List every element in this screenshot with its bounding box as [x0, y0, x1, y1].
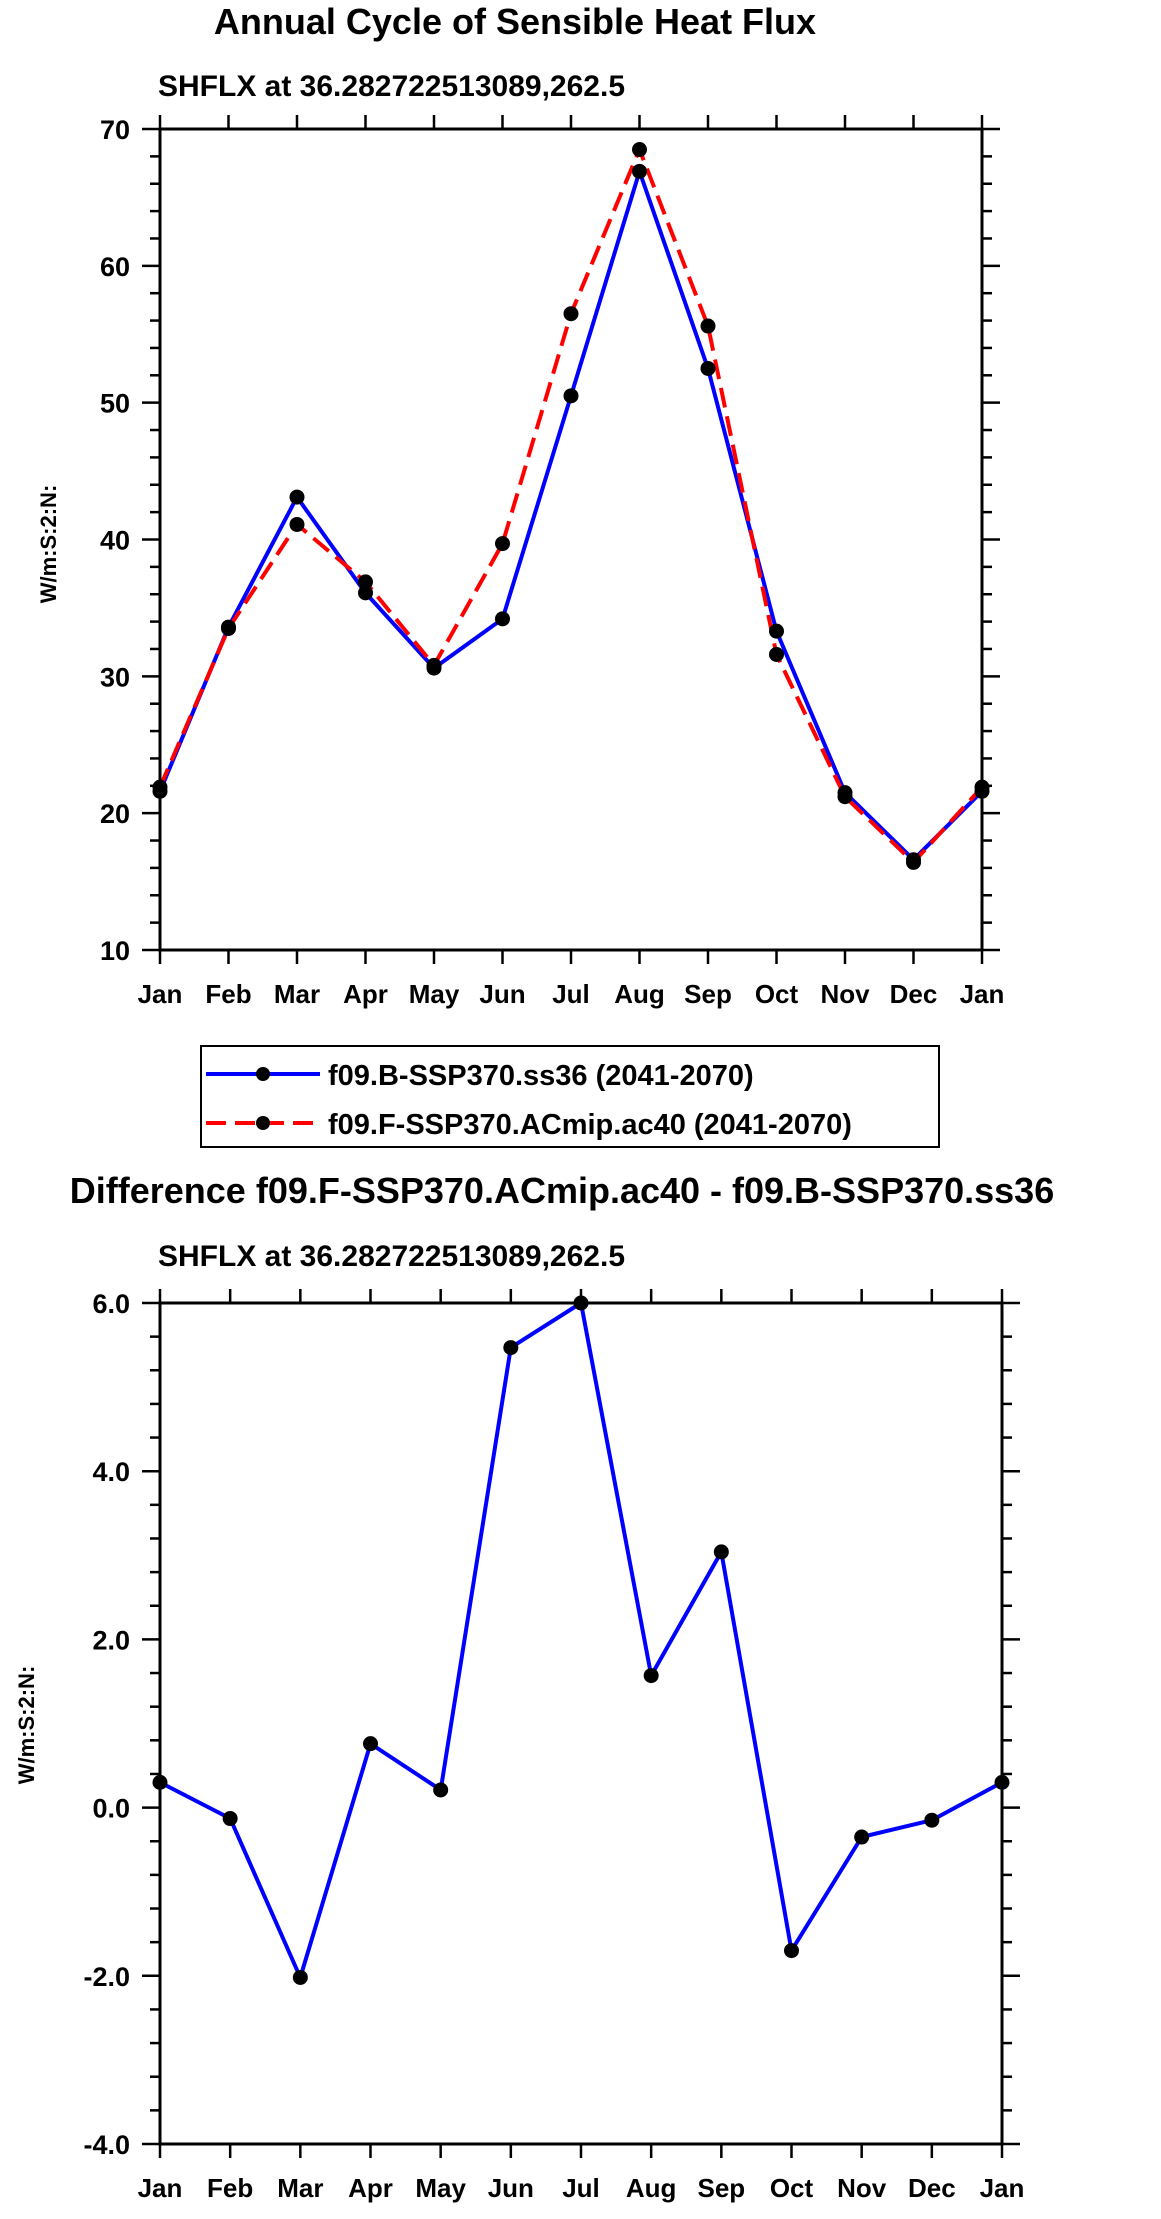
x-tick-label: Aug [626, 2173, 677, 2203]
y-tick-label: 40 [100, 526, 130, 556]
x-tick-label: Apr [348, 2173, 393, 2203]
series-2-point-2 [221, 620, 236, 636]
series-1-point-10 [784, 1943, 799, 1959]
series-1-point-8 [632, 163, 647, 179]
chart2-subtitle: SHFLX at 36.282722513089,262.5 [158, 1240, 625, 1273]
x-tick-label: Dec [890, 979, 938, 1009]
x-tick-label: Jun [488, 2173, 534, 2203]
series-1-point-5 [433, 1782, 449, 1798]
x-tick-label: Nov [837, 2173, 887, 2203]
series-1-point-2 [222, 1811, 238, 1827]
y-tick-label: 20 [100, 799, 130, 829]
x-tick-label: Feb [207, 2173, 253, 2203]
y-tick-label: 0.0 [92, 1794, 130, 1824]
series-2-point-11 [837, 789, 853, 805]
legend-marker-series-1 [256, 1067, 270, 1081]
series-line-2 [158, 147, 984, 865]
x-tick-label: Jun [479, 979, 525, 1009]
y-tick-label: 4.0 [92, 1457, 130, 1487]
x-tick-label: Jan [138, 979, 183, 1009]
series-2-point-8 [632, 142, 647, 158]
chart2-title: Difference f09.F-SSP370.ACmip.ac40 - f09… [70, 1170, 1054, 1211]
x-tick-label: Sep [684, 979, 732, 1009]
x-tick-label: Aug [614, 979, 665, 1009]
x-tick-label: Jan [138, 2173, 183, 2203]
x-tick-label: Jul [562, 2173, 600, 2203]
series-1-point-12 [924, 1812, 940, 1828]
series-1-point-11 [854, 1829, 870, 1845]
series-2-point-10 [769, 646, 784, 662]
x-tick-label: Oct [755, 979, 799, 1009]
series-2-point-4 [358, 574, 373, 590]
series-1-point-7 [563, 388, 579, 404]
x-tick-label: Mar [274, 979, 320, 1009]
y-tick-label: 50 [100, 389, 130, 419]
x-tick-label: May [409, 979, 460, 1009]
series-1-point-10 [769, 623, 784, 639]
y-tick-label: 30 [100, 662, 130, 692]
series-1-point-6 [495, 611, 510, 627]
x-tick-label: Jan [960, 979, 1005, 1009]
legend-box [200, 1045, 940, 1148]
series-1-point-8 [643, 1668, 659, 1684]
x-tick-label: Apr [343, 979, 388, 1009]
legend-marker-series-2 [256, 1116, 270, 1130]
series-2-point-7 [563, 306, 579, 322]
chart1-title: Annual Cycle of Sensible Heat Flux [214, 1, 816, 42]
chart2-ylabel: W/m:S:2:N: [14, 1666, 39, 1785]
x-tick-label: Oct [770, 2173, 814, 2203]
chart1-subtitle: SHFLX at 36.282722513089,262.5 [158, 70, 625, 103]
series-1-point-6 [503, 1340, 519, 1356]
x-tick-label: May [415, 2173, 466, 2203]
chart1-legend: f09.B-SSP370.ss36 (2041-2070) f09.F-SSP3… [200, 1045, 940, 1148]
series-1-point-9 [700, 360, 716, 376]
series-line-1 [158, 169, 984, 862]
chart1-ylabel: W/m:S:2:N: [36, 485, 61, 604]
difference-chart: Difference f09.F-SSP370.ACmip.ac40 - f09… [14, 1170, 1054, 2203]
series-2-point-5 [426, 657, 442, 673]
series-2-point-9 [700, 318, 716, 334]
series-1-point-4 [358, 585, 373, 601]
legend-label-series-1: f09.B-SSP370.ss36 (2041-2070) [328, 1060, 754, 1092]
series-1-point-3 [292, 1969, 308, 1985]
x-tick-label: Nov [820, 979, 870, 1009]
y-tick-label: 2.0 [92, 1625, 130, 1655]
y-tick-label: 10 [100, 936, 130, 966]
series-2-point-12 [906, 854, 921, 870]
x-tick-label: Jul [552, 979, 590, 1009]
series-2-point-3 [289, 516, 305, 532]
series-2-point-6 [495, 536, 510, 552]
x-tick-label: Feb [205, 979, 251, 1009]
y-tick-label: -2.0 [83, 1962, 130, 1992]
chart1-plot-frame [158, 127, 984, 952]
y-tick-label: 6.0 [92, 1289, 130, 1319]
y-tick-label: 60 [100, 252, 130, 282]
legend-label-series-2: f09.F-SSP370.ACmip.ac40 (2041-2070) [328, 1109, 852, 1141]
series-1-point-9 [713, 1544, 729, 1560]
chart2-plot-frame [158, 1301, 1004, 2146]
x-tick-label: Jan [980, 2173, 1025, 2203]
y-tick-label: 70 [100, 115, 130, 145]
x-tick-label: Mar [277, 2173, 323, 2203]
annual-cycle-chart: Annual Cycle of Sensible Heat Flux SHFLX… [36, 1, 1004, 1009]
x-tick-label: Sep [697, 2173, 745, 2203]
series-line-1 [159, 1301, 1003, 1980]
series-1-point-4 [363, 1736, 378, 1752]
y-tick-label: -4.0 [83, 2130, 130, 2160]
series-1-point-3 [289, 489, 305, 505]
x-tick-label: Dec [908, 2173, 956, 2203]
